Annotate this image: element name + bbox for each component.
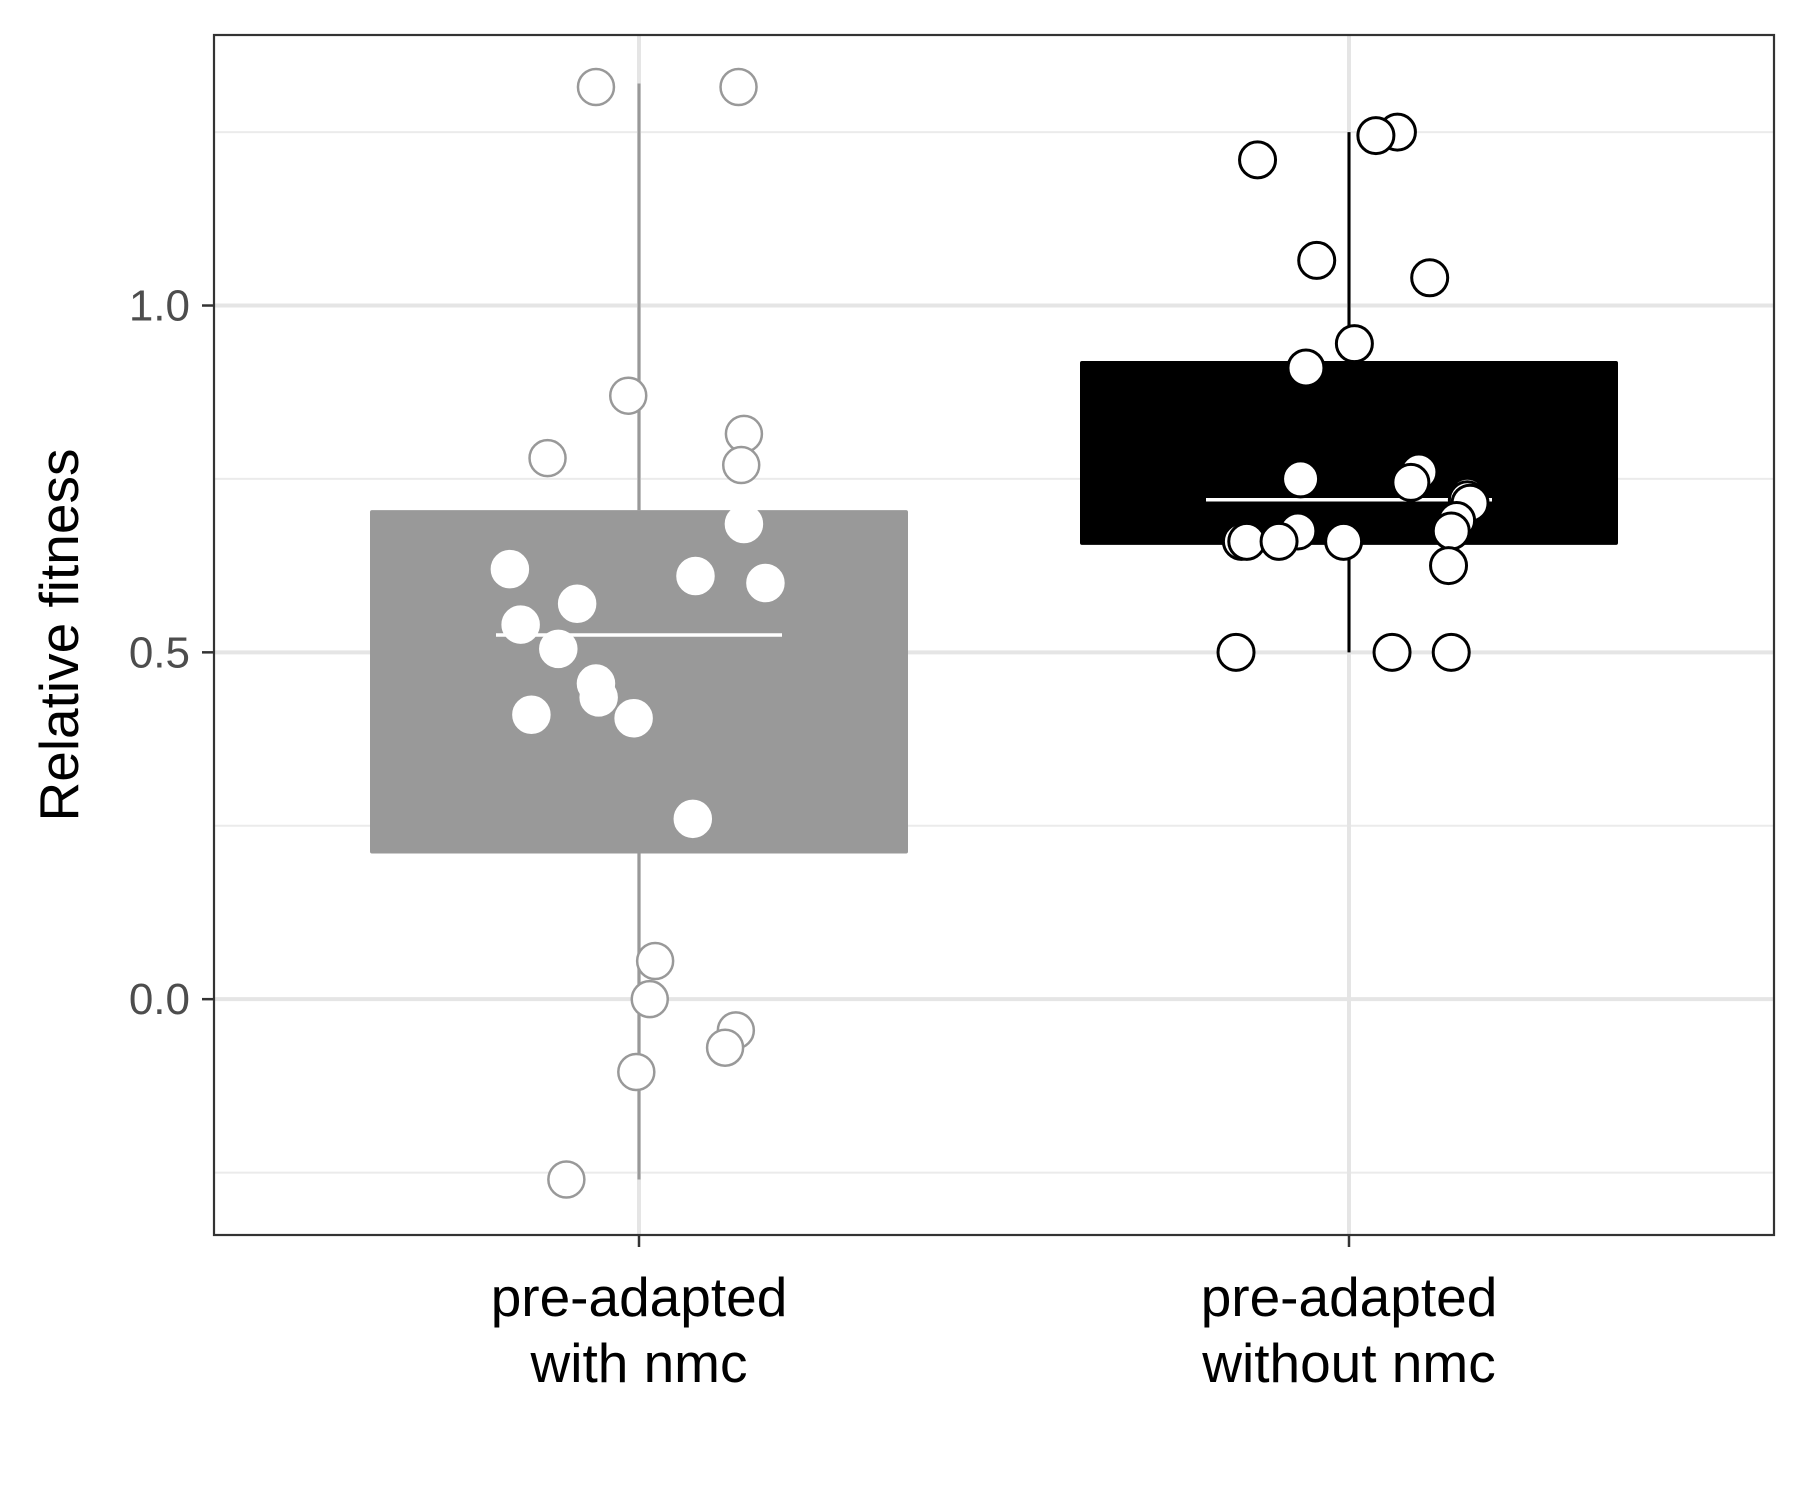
data-point xyxy=(617,1052,656,1092)
data-point xyxy=(490,549,530,589)
data-point xyxy=(539,629,578,669)
data-point xyxy=(1324,521,1364,561)
x-category-label: pre-adapted xyxy=(1201,1266,1498,1328)
data-point xyxy=(1372,632,1412,672)
data-point xyxy=(1429,546,1469,586)
data-point xyxy=(630,979,670,1019)
data-point xyxy=(501,605,540,644)
data-point xyxy=(1216,632,1256,672)
data-point xyxy=(676,556,715,596)
data-point xyxy=(724,504,764,544)
data-point xyxy=(719,67,758,107)
data-point xyxy=(1391,462,1431,502)
point-layer xyxy=(490,67,1490,1199)
data-point xyxy=(579,678,618,717)
data-point xyxy=(1431,511,1471,551)
y-axis-title: Relative fitness xyxy=(28,449,90,822)
x-category-label: pre-adapted xyxy=(491,1266,788,1328)
y-tick-label: 0.5 xyxy=(129,628,190,677)
data-point xyxy=(557,584,597,624)
panel-border xyxy=(212,33,1776,1237)
data-point xyxy=(512,695,551,735)
data-point xyxy=(1431,632,1471,672)
data-point xyxy=(1297,240,1337,280)
data-point xyxy=(614,698,653,738)
data-point xyxy=(1259,521,1299,561)
data-point xyxy=(547,1160,586,1199)
y-tick-label: 0.0 xyxy=(129,975,190,1024)
data-point xyxy=(746,563,785,603)
x-category-label: without nmc xyxy=(1201,1332,1495,1394)
data-point xyxy=(608,376,648,415)
data-point xyxy=(1410,258,1450,298)
data-point xyxy=(528,438,567,478)
data-point xyxy=(1286,348,1326,388)
data-point xyxy=(1356,116,1396,156)
box-iqr xyxy=(1080,361,1618,545)
box-iqr xyxy=(370,510,908,854)
data-point xyxy=(721,445,761,485)
data-point xyxy=(673,799,713,839)
data-point xyxy=(576,67,616,107)
data-point xyxy=(1227,521,1267,561)
x-category-label: with nmc xyxy=(530,1332,748,1394)
data-point xyxy=(1334,324,1374,364)
data-point xyxy=(635,941,675,981)
data-point xyxy=(705,1028,745,1067)
data-point xyxy=(1238,140,1278,180)
data-point xyxy=(1281,459,1321,499)
y-tick-label: 1.0 xyxy=(129,282,190,331)
